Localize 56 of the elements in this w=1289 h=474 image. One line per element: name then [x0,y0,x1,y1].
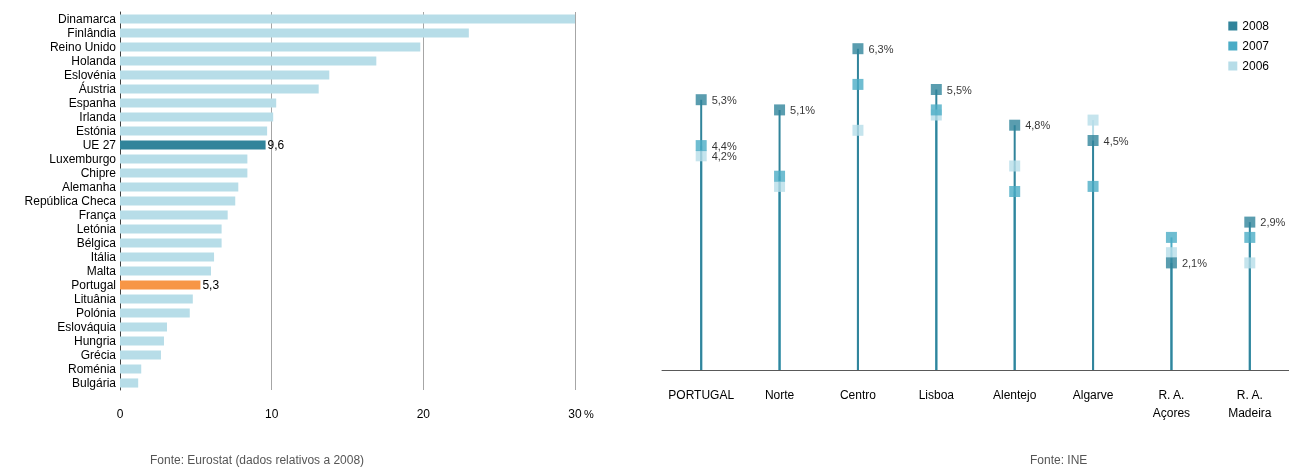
y-tick-label: Finlândia [67,26,117,40]
y-tick-label: Luxemburgo [49,152,117,166]
data-label: 5,3% [711,93,737,106]
x-tick-label: R. A. Madeira [1228,388,1272,420]
data-label: 2,9% [1260,216,1286,229]
legend-label: 2008 [1242,19,1270,33]
y-tick-label: Áustria [78,81,117,96]
x-tick-label: Norte [764,388,795,402]
x-tick-label: Alentejo [993,388,1037,402]
y-tick-label: Itália [90,250,117,264]
data-label: 5,5% [946,83,973,96]
y-tick-label: Dinamarca [57,12,117,26]
y-tick-label: Holanda [71,54,117,68]
data-label: 4,8% [1025,119,1051,132]
y-tick-label: Estónia [75,124,117,138]
y-tick-label: Irlanda [79,110,117,124]
y-tick-label: Grécia [80,348,117,362]
y-tick-label: Polónia [75,306,117,320]
y-tick-label: UE 27 [82,138,117,152]
x-tick-label: 30 [568,407,582,421]
y-tick-label: Portugal [71,278,116,292]
y-tick-label: Eslovénia [63,68,117,82]
x-tick-label: PORTUGAL [668,388,735,402]
y-tick-label: Chipre [80,166,117,180]
x-tick-label: Centro [839,388,877,402]
y-tick-label: Malta [86,264,117,278]
data-label: 5,3 [202,278,220,292]
x-tick-label: 0 [116,407,124,421]
data-label: 2,1% [1181,256,1208,269]
x-tick-label: R. A. Açores [1152,388,1191,420]
data-label: 5,1% [790,103,816,116]
y-tick-label: República Checa [24,194,117,208]
x-tick-label: 20 [416,407,431,421]
y-tick-label: Alemanha [61,180,117,194]
y-tick-label: Bélgica [76,236,117,250]
x-tick-label: 10 [264,407,279,421]
data-label: 4,5% [1103,134,1129,147]
data-label: 6,3% [868,42,894,55]
data-label: 4,4% [711,139,737,152]
y-tick-label: Espanha [68,96,117,110]
y-tick-label: Reino Unido [49,40,117,54]
y-tick-label: Letónia [76,222,117,236]
source-note: Fonte: Eurostat (dados relativos a 2008) [150,453,365,467]
y-tick-label: Hungria [73,334,117,348]
legend-label: 2006 [1242,59,1270,73]
source-note: Fonte: INE [1030,453,1088,467]
x-tick-label: Lisboa [918,388,955,402]
x-tick-label: Algarve [1072,388,1114,402]
y-tick-label: Eslováquia [57,320,117,334]
y-tick-label: Lituânia [73,292,117,306]
y-tick-label: França [78,208,117,222]
x-axis-title: % [584,407,594,420]
data-label: 9,6 [267,138,285,152]
legend-label: 2007 [1242,39,1270,53]
y-tick-label: Bulgária [71,376,117,390]
y-tick-label: Roménia [67,362,117,376]
